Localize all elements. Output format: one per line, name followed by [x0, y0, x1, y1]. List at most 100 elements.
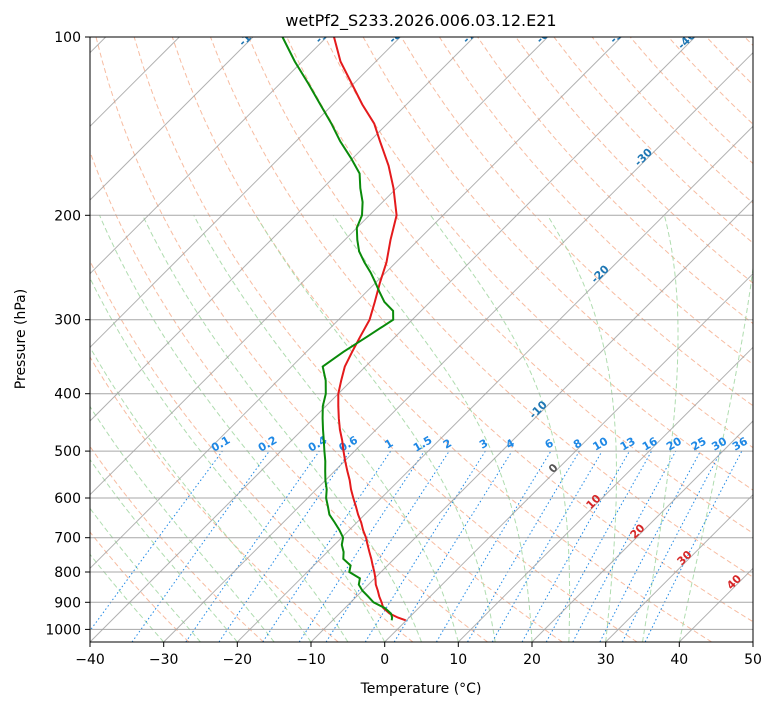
- profiles: [281, 37, 407, 622]
- mixing-ratio-line: [131, 450, 270, 642]
- isotherm-line: [752, 641, 753, 642]
- isotherm-label: -100: [236, 20, 265, 49]
- y-tick-label: 400: [54, 387, 81, 403]
- moist-adiabat: [678, 264, 753, 642]
- mixing-ratio-line: [435, 450, 552, 642]
- isotherm-label: -70: [460, 23, 483, 46]
- plot-frame: [89, 36, 754, 643]
- x-tick-label: 50: [744, 652, 762, 668]
- isotherm-line: [90, 37, 622, 570]
- dry-adiabat: [90, 531, 190, 642]
- mixing-ratio-line: [298, 450, 425, 642]
- y-tick-label: 500: [54, 444, 81, 460]
- isotherm-line: [90, 37, 254, 201]
- x-axis: −40 −30 −20 −10 0 10 20 30 40 50: [75, 642, 762, 668]
- dry-adiabat: [210, 37, 753, 623]
- isotherm-label: 40: [724, 572, 744, 592]
- isotherm-line: [90, 37, 696, 642]
- y-tick-label: 300: [54, 313, 81, 329]
- x-tick-label: 10: [449, 652, 467, 668]
- isotherm-line: [90, 37, 328, 275]
- isotherms: [90, 37, 753, 642]
- x-tick-label: −30: [149, 652, 179, 668]
- isotherm-line: [531, 420, 753, 642]
- dry-adiabat: [744, 37, 753, 47]
- x-tick-label: 0: [380, 652, 389, 668]
- x-tick-label: 30: [597, 652, 615, 668]
- moist-adiabat: [90, 507, 201, 642]
- mixing-ratio-line: [644, 450, 743, 642]
- dry-adiabat: [90, 445, 264, 642]
- y-tick-label: 900: [54, 595, 81, 611]
- dry-adiabat: [706, 37, 753, 86]
- isotherm-line: [163, 51, 753, 642]
- dry-adiabat: [248, 37, 753, 578]
- isotherm-line: [236, 125, 753, 642]
- mixing-ratio-label: 1: [382, 437, 395, 452]
- mixing-ratio-line: [521, 450, 630, 642]
- isotherm-label: -20: [589, 262, 612, 285]
- y-tick-label: 600: [54, 491, 81, 507]
- isotherm-line: [90, 37, 401, 349]
- x-tick-label: −10: [296, 652, 326, 668]
- isotherm-line: [678, 567, 753, 642]
- dry-adiabat: [438, 37, 753, 366]
- moist-adiabat: [547, 215, 617, 642]
- x-axis-label: Temperature (°C): [360, 681, 482, 697]
- mixing-ratio-line: [467, 450, 580, 642]
- mixing-ratio-line: [621, 450, 722, 642]
- x-tick-label: −20: [223, 652, 253, 668]
- mixing-ratio-label: 2: [441, 437, 454, 452]
- moist-adiabat: [142, 215, 422, 642]
- mixing-ratio-line: [325, 450, 450, 642]
- x-tick-label: 20: [523, 652, 541, 668]
- isotherm-label: -80: [386, 23, 409, 46]
- mixing-ratio-label: 6: [543, 436, 556, 451]
- isotherm-label: 30: [675, 548, 695, 568]
- dry-adiabat: [90, 150, 488, 642]
- isotherm-label: -10: [527, 398, 550, 421]
- dry-adiabat: [515, 37, 753, 284]
- mixing-ratio-line: [572, 450, 677, 642]
- moist-adiabat: [255, 215, 496, 642]
- moist-adiabat: [90, 346, 312, 642]
- isotherm-label: -30: [632, 145, 655, 168]
- dry-adiabat: [400, 37, 753, 407]
- mixing-ratio-line: [262, 450, 392, 642]
- mixing-ratio-line: [90, 450, 223, 632]
- dewpoint-line: [281, 37, 395, 621]
- y-tick-label: 800: [54, 565, 81, 581]
- isotherm-label: 10: [584, 492, 604, 512]
- mixing-ratio-line: [218, 450, 351, 642]
- y-tick-label: 1000: [45, 622, 81, 638]
- moist-adiabat: [332, 215, 533, 642]
- background-grid: [90, 37, 753, 642]
- moist-adiabat: [430, 215, 571, 642]
- x-tick-label: 40: [670, 652, 688, 668]
- isotherm-line: [90, 37, 549, 496]
- dry-adiabat: [90, 356, 339, 642]
- dry-adiabat: [90, 259, 414, 642]
- y-tick-label: 200: [54, 208, 81, 224]
- dry-adiabat: [133, 37, 638, 642]
- isobars: [90, 37, 753, 630]
- dry-adiabat: [324, 37, 753, 491]
- isotherm-line: [384, 272, 753, 642]
- chart-title: wetPf2_S233.2026.006.03.12.E21: [285, 11, 556, 31]
- y-tick-label: 700: [54, 531, 81, 547]
- isotherm-label: -60: [534, 23, 557, 46]
- isotherm-label: -50: [607, 23, 630, 46]
- moist-adiabat: [193, 215, 459, 642]
- dry-adiabats: [90, 37, 753, 642]
- temperature-line: [333, 37, 407, 622]
- moist-adiabat: [90, 405, 275, 642]
- mixing-ratio-line: [599, 450, 701, 642]
- moist-adiabat: [90, 458, 238, 642]
- isotherm-line: [605, 493, 753, 642]
- y-axis: 100 200 300 400 500 600 700 800 900 1000: [45, 30, 90, 638]
- moist-adiabat: [90, 553, 165, 642]
- dry-adiabat: [95, 37, 563, 642]
- isotherm-line: [90, 37, 475, 422]
- isotherm-label: 20: [628, 521, 648, 541]
- isotherm-label: -90: [313, 23, 336, 46]
